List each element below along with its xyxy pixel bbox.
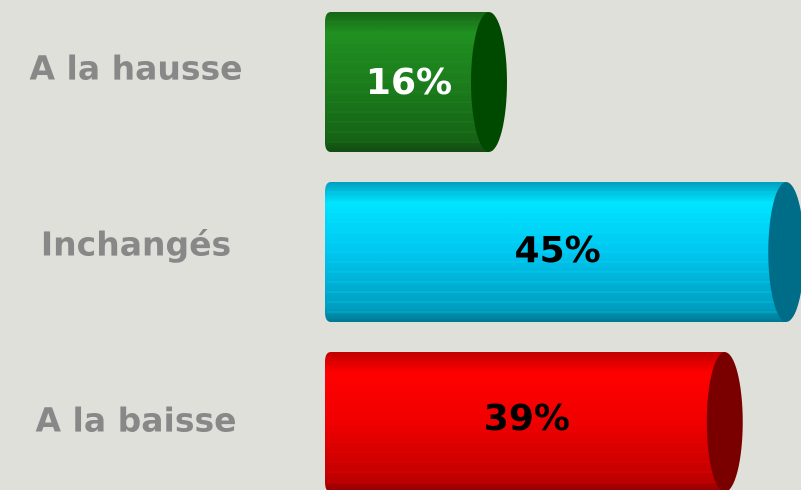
y-tick-label: A la baisse: [36, 401, 237, 440]
y-tick-label: Inchangés: [41, 225, 231, 264]
bar: [325, 352, 743, 490]
value-label: 45%: [515, 230, 601, 271]
bar-body: [325, 12, 489, 152]
bar-cap: [768, 182, 801, 322]
bar: [325, 182, 801, 322]
bar-body: [325, 182, 787, 322]
bar-cap: [471, 12, 507, 152]
value-label: 16%: [366, 62, 452, 103]
bar: [325, 12, 507, 152]
y-tick-label: A la hausse: [29, 49, 242, 88]
bar-body: [325, 352, 725, 490]
bar-cap: [706, 352, 743, 490]
value-label: 39%: [484, 398, 570, 439]
